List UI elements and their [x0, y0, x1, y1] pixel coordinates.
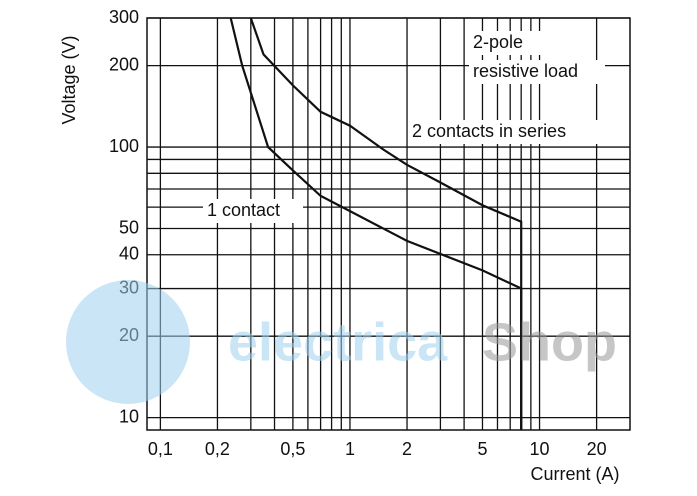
watermark-text: Shop — [482, 312, 617, 372]
y-tick-label: 300 — [109, 7, 139, 27]
x-axis-label: Current (A) — [530, 464, 619, 484]
series-line — [249, 17, 523, 430]
y-tick-label: 10 — [119, 406, 139, 426]
x-tick-label: 2 — [402, 439, 412, 459]
y-axis-label: Voltage (V) — [59, 35, 79, 124]
x-tick-label: 0,1 — [148, 439, 173, 459]
label-background — [408, 120, 604, 144]
annotation: 2-pole — [473, 32, 523, 52]
label-background — [469, 31, 541, 55]
x-tick-label: 5 — [477, 439, 487, 459]
series-label: 1 contact — [207, 200, 280, 220]
y-tick-label: 50 — [119, 217, 139, 237]
x-tick-label: 0,5 — [280, 439, 305, 459]
watermark-text: electrica — [228, 312, 448, 372]
annotation: resistive load — [473, 61, 578, 81]
x-tick-label: 1 — [345, 439, 355, 459]
y-tick-label: 200 — [109, 54, 139, 74]
y-tick-label: 100 — [109, 136, 139, 156]
series-line — [229, 17, 523, 430]
x-tick-label: 0,2 — [205, 439, 230, 459]
watermark-logo — [66, 280, 190, 404]
watermark: electrica Shop — [66, 280, 617, 404]
label-background — [203, 199, 303, 223]
label-background — [469, 60, 605, 84]
y-tick-label: 40 — [119, 243, 139, 263]
x-tick-label: 10 — [530, 439, 550, 459]
series-label: 2 contacts in series — [412, 121, 566, 141]
x-tick-label: 20 — [587, 439, 607, 459]
